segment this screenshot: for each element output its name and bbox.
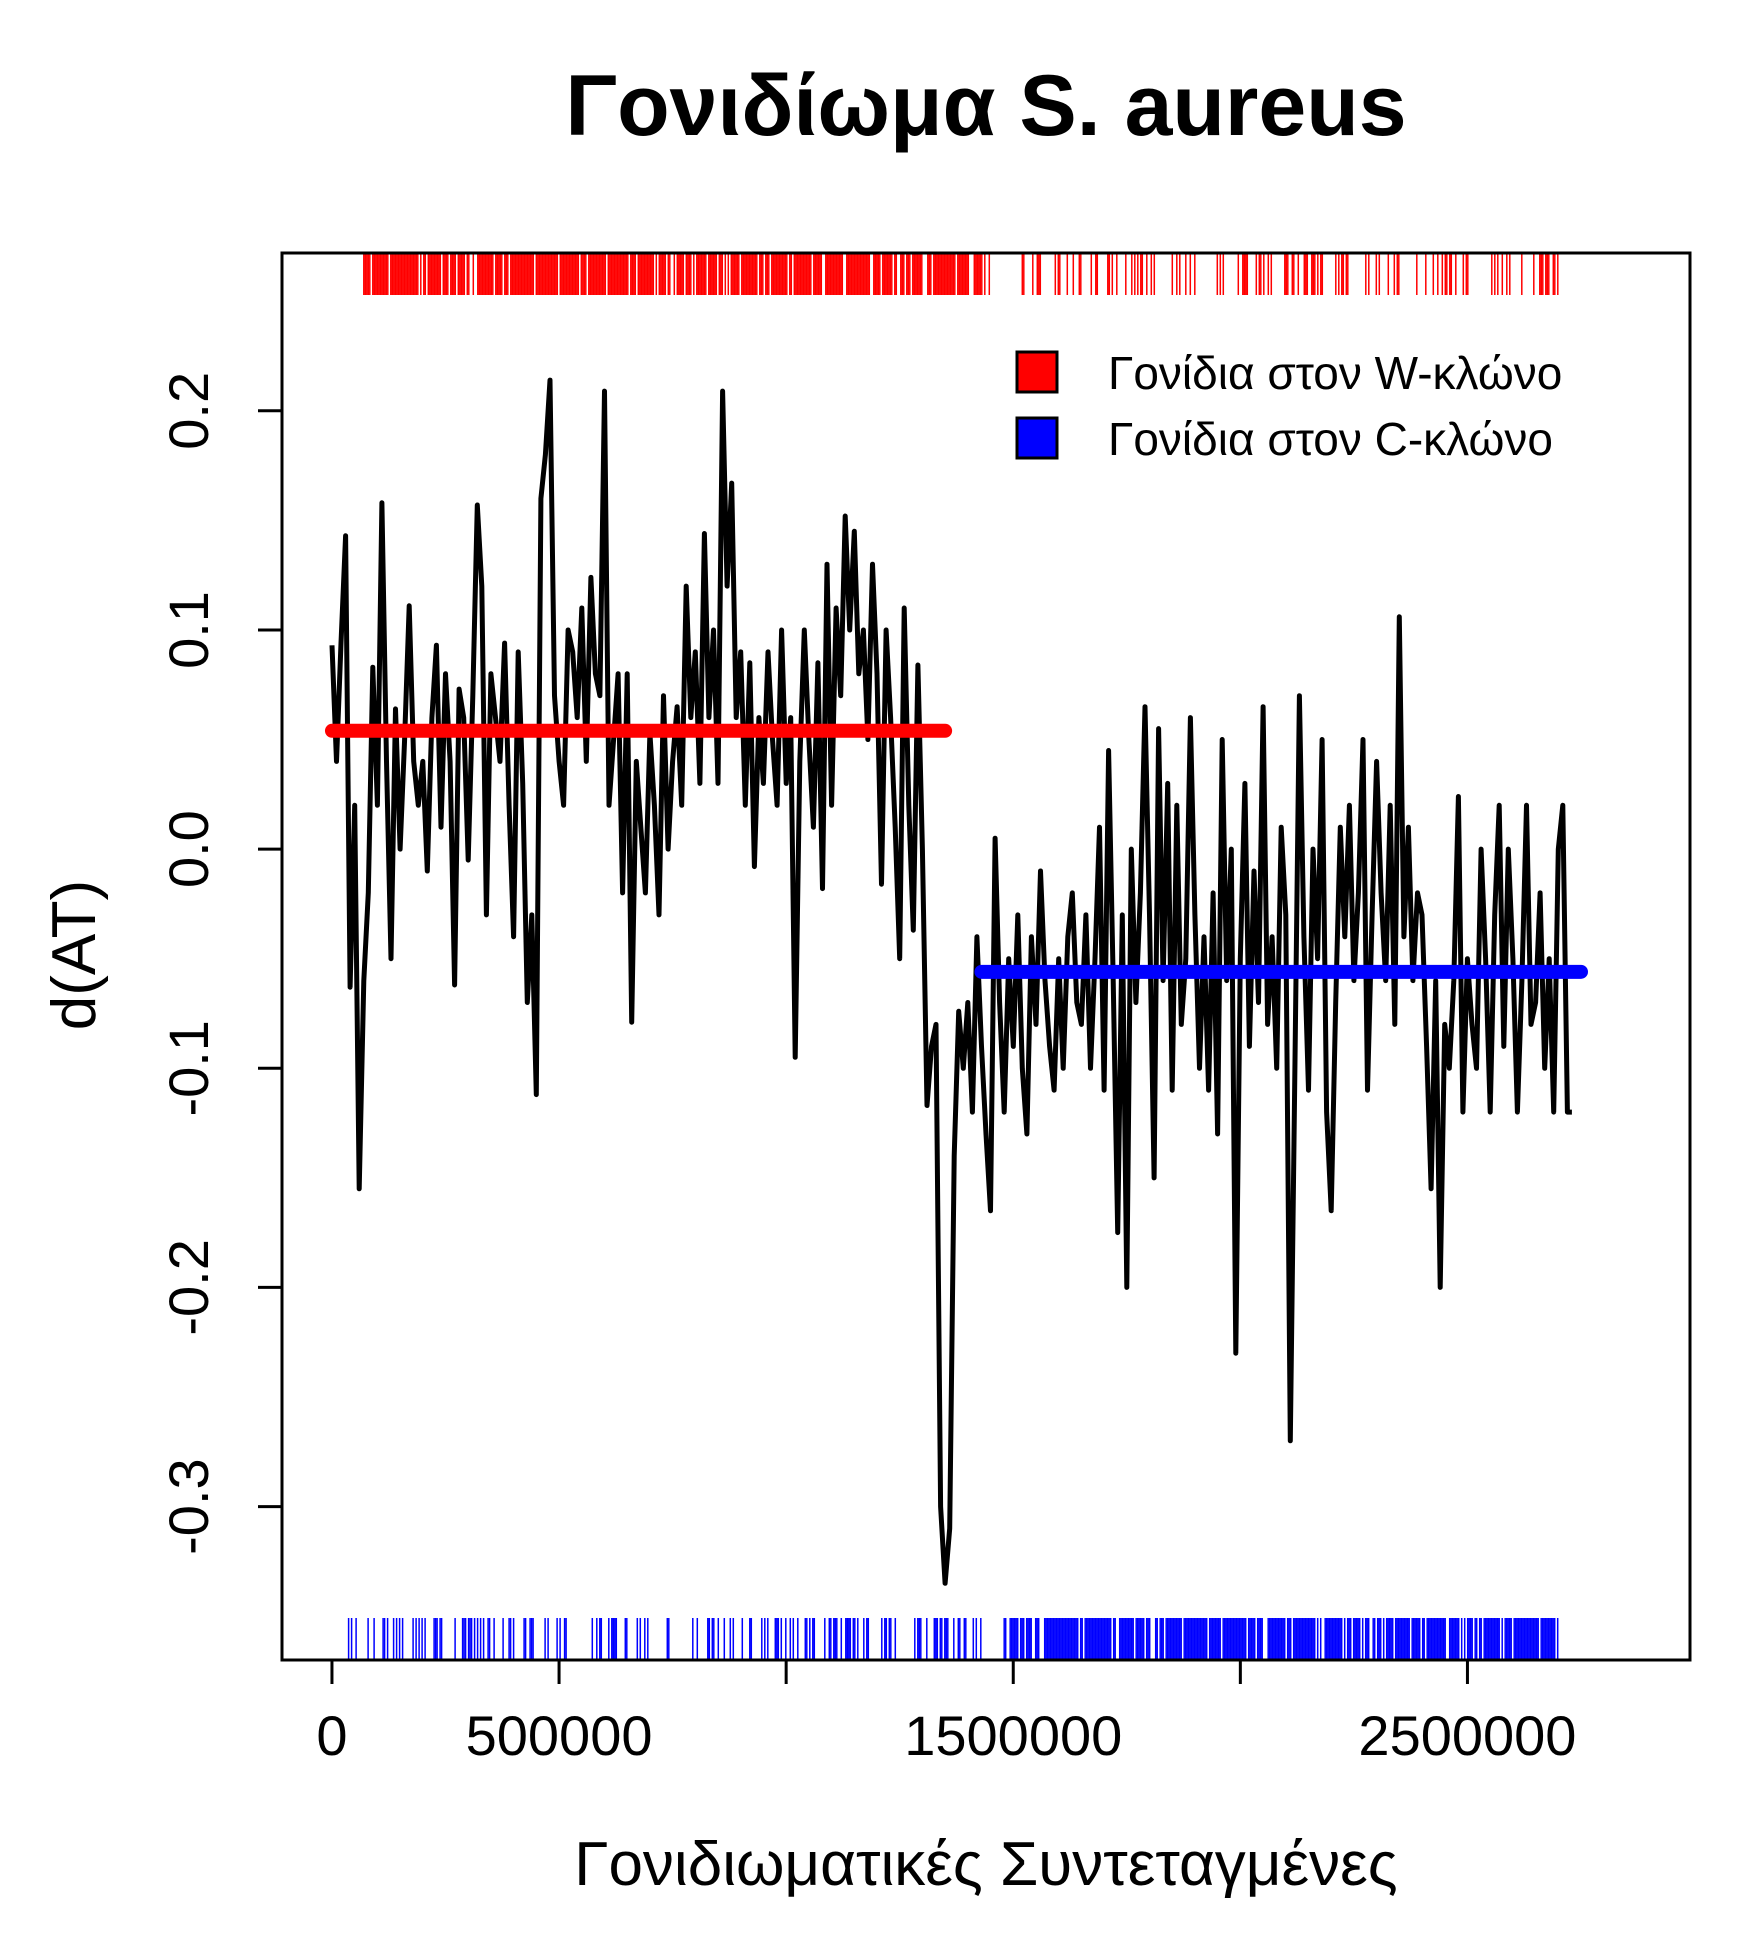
- w-strand-rug: [363, 253, 1559, 295]
- x-tick-label: 0: [316, 1704, 347, 1767]
- legend-label-w: Γονίδια στον W-κλώνο: [1108, 347, 1562, 399]
- x-tick-label: 2500000: [1358, 1704, 1576, 1767]
- series-layer: [324, 377, 1588, 1586]
- legend-swatch-w: [1015, 350, 1059, 394]
- y-tick-label: 0.1: [157, 591, 220, 669]
- y-axis-label: d(AT): [40, 880, 109, 1030]
- chart-title: Γονιδίωμα S. aureus: [565, 58, 1406, 154]
- c-strand-rug: [347, 1618, 1559, 1660]
- x-tick-label: 500000: [466, 1704, 653, 1767]
- x-axis-label: Γονιδιωματικές Συντεταγμένες: [574, 1830, 1397, 1899]
- legend-swatch-c: [1015, 416, 1059, 460]
- x-axis: 0 500000 1500000 2500000: [316, 1658, 1576, 1767]
- legend-label-c: Γονίδια στον C-κλώνο: [1108, 413, 1553, 465]
- y-tick-label: -0.1: [157, 1020, 220, 1117]
- legend: Γονίδια στον W-κλώνο Γονίδια στον C-κλών…: [1015, 347, 1562, 465]
- dat-series-line: [329, 377, 1572, 1586]
- y-axis: -0.3 -0.2 -0.1 0.0 0.1 0.2: [157, 372, 284, 1555]
- y-tick-label: 0.2: [157, 372, 220, 450]
- y-tick-label: -0.2: [157, 1239, 220, 1336]
- x-tick-label: 1500000: [904, 1704, 1122, 1767]
- y-tick-label: -0.3: [157, 1458, 220, 1555]
- y-tick-label: 0.0: [157, 810, 220, 888]
